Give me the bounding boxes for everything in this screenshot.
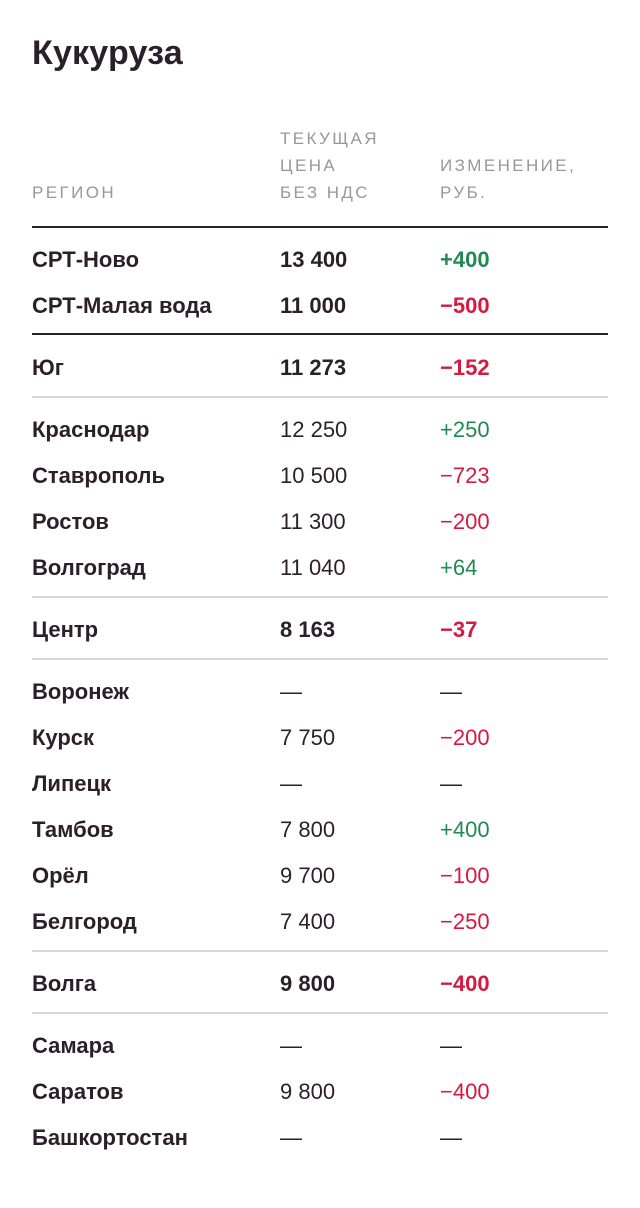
price-value: 13 400 <box>280 247 348 272</box>
change-value: +250 <box>440 417 490 442</box>
price-value: 11 273 <box>280 355 347 380</box>
change-value: +400 <box>440 817 490 842</box>
table-row-summary: Центр 8 163 −37 <box>32 614 608 646</box>
price-value: — <box>280 1033 302 1058</box>
price-value: 7 400 <box>280 909 336 934</box>
region-name: Саратов <box>32 1079 124 1104</box>
table-row: Ростов 11 300 −200 <box>32 506 608 538</box>
region-name: Краснодар <box>32 417 150 442</box>
table-divider <box>32 950 608 952</box>
change-value: −723 <box>440 463 490 488</box>
price-value: — <box>280 1125 302 1150</box>
change-value: — <box>440 1125 462 1150</box>
page-title: Кукуруза <box>32 34 183 72</box>
region-name: Башкортостан <box>32 1125 188 1150</box>
change-value: — <box>440 771 462 796</box>
region-name: Ростов <box>32 509 109 534</box>
region-name: Волга <box>32 971 97 996</box>
header-region: РЕГИОН <box>32 183 117 202</box>
header-price-line: ЦЕНА <box>280 156 338 175</box>
table-row: Саратов 9 800 −400 <box>32 1076 608 1108</box>
price-value: 12 250 <box>280 417 348 442</box>
header-price: ТЕКУЩАЯ ЦЕНА БЕЗ НДС <box>280 125 379 206</box>
table-row: Тамбов 7 800 +400 <box>32 814 608 846</box>
change-value: −100 <box>440 863 490 888</box>
change-value: −400 <box>440 1079 490 1104</box>
price-value: 9 800 <box>280 971 336 996</box>
change-value: +64 <box>440 555 478 580</box>
price-value: — <box>280 771 302 796</box>
price-value: 11 040 <box>280 555 346 580</box>
region-name: Центр <box>32 617 99 642</box>
region-name: СРТ-Малая вода <box>32 293 212 318</box>
region-name: Тамбов <box>32 817 114 842</box>
table-row: Орёл 9 700 −100 <box>32 860 608 892</box>
region-name: Курск <box>32 725 95 750</box>
region-name: Волгоград <box>32 555 146 580</box>
change-value: −200 <box>440 509 490 534</box>
table-divider <box>32 333 608 335</box>
change-value: −250 <box>440 909 490 934</box>
header-change-line: РУБ. <box>440 183 488 202</box>
change-value: −152 <box>440 355 490 380</box>
price-value: 7 750 <box>280 725 336 750</box>
table-row-summary: Волга 9 800 −400 <box>32 968 608 1000</box>
price-value: 11 300 <box>280 509 346 534</box>
price-value: 7 800 <box>280 817 336 842</box>
price-value: 11 000 <box>280 293 347 318</box>
change-value: — <box>440 1033 462 1058</box>
region-name: Ставрополь <box>32 463 165 488</box>
table-row: Воронеж — — <box>32 676 608 708</box>
table-row: Волгоград 11 040 +64 <box>32 552 608 584</box>
header-change-line: ИЗМЕНЕНИЕ, <box>440 156 577 175</box>
header-price-line: ТЕКУЩАЯ <box>280 129 379 148</box>
table-row: Краснодар 12 250 +250 <box>32 414 608 446</box>
region-name: СРТ-Ново <box>32 247 140 272</box>
change-value: −37 <box>440 617 478 642</box>
table-divider <box>32 1012 608 1014</box>
change-value: −400 <box>440 971 490 996</box>
table-row: Башкортостан — — <box>32 1122 608 1154</box>
price-value: 9 700 <box>280 863 336 888</box>
table-header: РЕГИОН ТЕКУЩАЯ ЦЕНА БЕЗ НДС ИЗМЕНЕНИЕ, Р… <box>32 122 608 226</box>
table-row: Самара — — <box>32 1030 608 1062</box>
table-divider <box>32 596 608 598</box>
table-divider <box>32 396 608 398</box>
table-row: Липецк — — <box>32 768 608 800</box>
change-value: −200 <box>440 725 490 750</box>
table-row: Белгород 7 400 −250 <box>32 906 608 938</box>
table-row: Ставрополь 10 500 −723 <box>32 460 608 492</box>
price-value: 9 800 <box>280 1079 336 1104</box>
table-divider <box>32 226 608 228</box>
region-name: Юг <box>32 355 64 380</box>
table-row-summary: Юг 11 273 −152 <box>32 352 608 384</box>
change-value: −500 <box>440 293 490 318</box>
change-value: +400 <box>440 247 490 272</box>
region-name: Орёл <box>32 863 89 888</box>
header-change: ИЗМЕНЕНИЕ, РУБ. <box>440 152 576 206</box>
header-price-line: БЕЗ НДС <box>280 183 370 202</box>
table-row-summary: СРТ-Малая вода 11 000 −500 <box>32 290 608 322</box>
change-value: — <box>440 679 462 704</box>
price-value: 8 163 <box>280 617 336 642</box>
region-name: Самара <box>32 1033 115 1058</box>
region-name: Воронеж <box>32 679 130 704</box>
table-divider <box>32 658 608 660</box>
region-name: Липецк <box>32 771 112 796</box>
price-value: — <box>280 679 302 704</box>
price-value: 10 500 <box>280 463 348 488</box>
region-name: Белгород <box>32 909 137 934</box>
table-row: Курск 7 750 −200 <box>32 722 608 754</box>
table-row-summary: СРТ-Ново 13 400 +400 <box>32 244 608 276</box>
